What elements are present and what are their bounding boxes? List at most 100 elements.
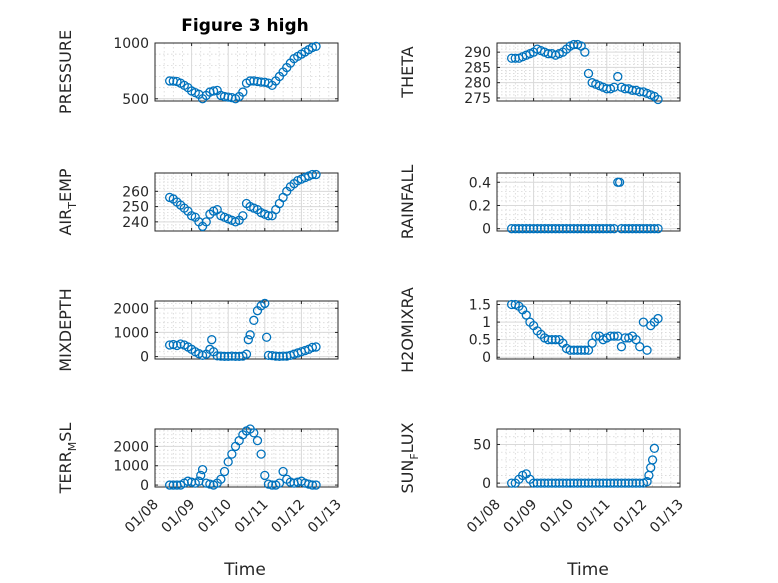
data-point [260,298,270,309]
data-point [514,224,524,234]
data-point [208,86,219,96]
data-point [543,335,553,345]
data-point [539,478,550,488]
data-point [561,478,572,488]
x-tick-label: 01/09 [501,497,541,537]
data-point [624,478,634,488]
data-point [164,480,175,490]
data-point [506,478,517,488]
data-point [274,351,285,361]
data-point [243,335,253,345]
x-tick-label: 01/11 [232,497,272,537]
data-point [197,464,208,475]
data-point [558,478,568,488]
y-axis-label: RAINFALL [398,165,417,240]
x-tick-label: 01/12 [610,497,650,537]
data-point [558,224,568,234]
data-point [260,470,270,481]
x-tick-label: 01/13 [647,497,687,537]
data-point [234,435,244,446]
data-point [569,345,579,355]
data-point [583,345,594,355]
data-point [252,435,263,446]
x-tick-label: 01/10 [195,497,235,537]
data-point [580,224,590,234]
data-point [274,478,285,488]
data-point [602,478,612,488]
data-point [642,345,652,355]
data-point [550,224,561,234]
y-tick-label: 0 [482,350,491,366]
data-point [238,87,248,97]
data-point [164,340,175,350]
data-point [653,224,663,234]
data-point [642,476,652,487]
y-axis-label: THETA [398,46,417,98]
data-point [223,457,233,467]
data-point [547,335,557,345]
data-point [580,47,590,57]
data-point [547,478,557,488]
data-point [307,42,318,53]
data-point [565,224,575,234]
data-point [653,94,663,105]
data-point [594,478,605,488]
y-axis-label: PRESSURE [56,30,75,114]
data-point [249,428,259,438]
data-point [627,478,638,488]
data-point [583,68,594,79]
x-tick-label: 01/11 [574,497,614,537]
data-point [609,82,619,92]
data-point [223,351,233,361]
data-point [602,224,612,234]
data-point [613,71,623,82]
y-tick-label: 275 [464,91,491,107]
data-point [594,224,605,234]
data-point [227,449,237,459]
data-point [168,339,178,350]
data-point [572,345,583,355]
data-point [620,224,630,234]
data-point [616,224,627,234]
data-point [591,478,601,488]
data-point [561,224,572,234]
axes-frame [496,42,681,102]
x-tick-label: 01/08 [122,497,162,537]
data-point [647,455,658,465]
subplot-h2omixra: 00.5 11.5 H2OMIXRA [398,287,681,373]
data-point [311,169,321,180]
data-point [201,217,211,227]
data-point [554,224,564,234]
y-tick-label: 285 [464,60,491,76]
axes-frame [154,172,339,232]
x-tick-label: 01/08 [464,497,504,537]
data-point [576,478,586,488]
data-point [168,480,178,490]
data-point [646,224,656,234]
data-point [587,478,597,488]
data-point [565,345,575,355]
data-point [653,313,663,324]
data-point [635,342,645,352]
data-point [261,332,272,342]
y-tick-label: 0.5 [469,333,491,349]
y-tick-label: 2000 [113,301,149,317]
data-point [554,478,564,488]
data-point [614,177,625,187]
y-tick-label: 240 [122,215,149,231]
data-point [583,478,594,488]
data-point [285,477,296,487]
y-tick-label: 0.2 [469,198,491,214]
x-axis-label-left: Time [223,560,266,580]
data-point [271,351,281,361]
axes-frame [496,300,681,360]
data-point [576,345,586,355]
y-tick-label: 0 [140,478,149,494]
data-point [278,466,288,477]
data-point [649,224,660,234]
data-point [547,224,557,234]
data-point [311,480,321,490]
data-point [528,478,539,488]
y-tick-label: 1.5 [469,298,491,314]
